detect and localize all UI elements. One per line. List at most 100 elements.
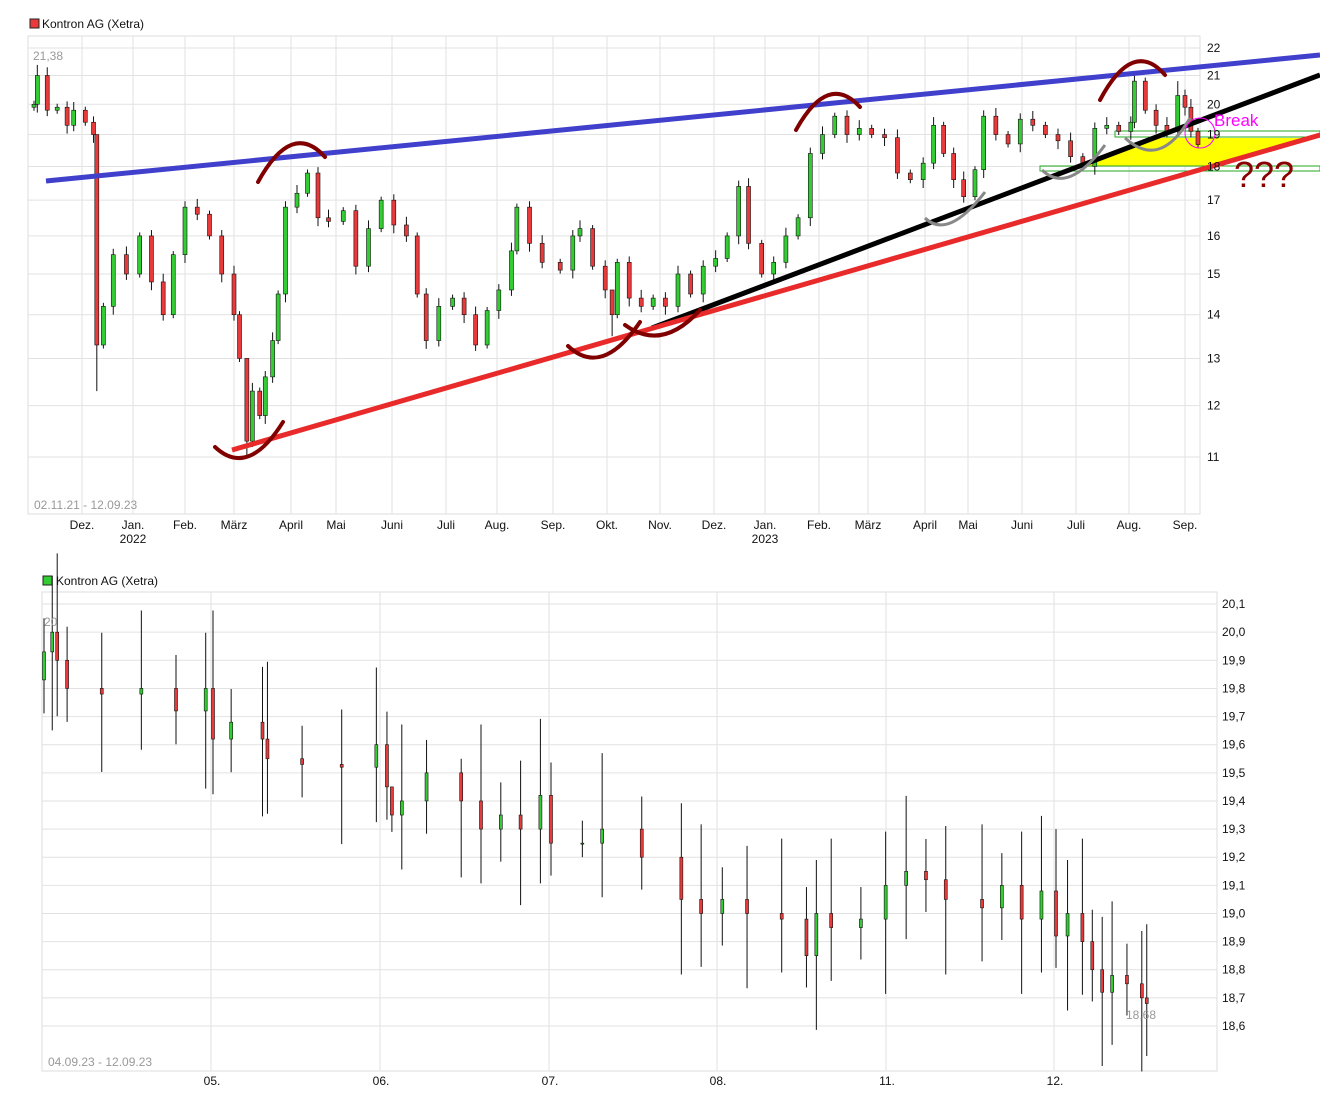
break-circle [1184, 117, 1216, 149]
candle [260, 721, 265, 740]
candle [713, 258, 718, 267]
candle [1116, 124, 1122, 132]
x-tick-label: Okt. [596, 518, 618, 532]
x-tick-label: 06. [373, 1074, 390, 1088]
candle [283, 206, 288, 295]
middle-trendline [651, 72, 1320, 331]
candle [614, 262, 620, 316]
candle [64, 106, 70, 126]
y-tick-label: 14 [1207, 308, 1221, 322]
candle [602, 265, 608, 291]
candle [1000, 885, 1004, 909]
candle [869, 128, 874, 135]
y-tick-label: 18 [1207, 159, 1221, 173]
legend-label: Kontron AG (Xetra) [42, 17, 144, 31]
y-tick-label: 18,8 [1222, 963, 1246, 977]
candle [294, 192, 300, 208]
last-price-label: 18,68 [1126, 1008, 1156, 1022]
candle [1030, 118, 1036, 126]
candle [993, 115, 999, 135]
x-tick-year-label: 2022 [120, 532, 147, 546]
candle [50, 631, 55, 653]
x-tick-label: Sep. [1173, 518, 1198, 532]
axes: 20,1 20,0 19,9 19,8 19,7 19,6 19,5 19,4 19,3 19,2… [204, 597, 1246, 1088]
candle [94, 134, 100, 346]
candle [101, 306, 106, 346]
candle [832, 115, 838, 135]
y-tick-label: 19,8 [1222, 681, 1246, 695]
y-tick-label: 19,9 [1222, 653, 1246, 667]
candle [1043, 124, 1048, 135]
top-arc [794, 91, 862, 132]
date-range-label: 02.11.21 - 12.09.23 [34, 498, 138, 512]
y-tick-label: 17 [1207, 193, 1221, 207]
candle [1132, 80, 1137, 123]
candle [42, 651, 46, 681]
candle [1142, 80, 1148, 111]
candles [42, 553, 1149, 1072]
candle [783, 235, 789, 263]
candle [1092, 128, 1098, 167]
candle [980, 899, 984, 909]
y-tick-label: 22 [1207, 41, 1221, 55]
x-tick-label: Jan. [754, 518, 777, 532]
candle [1039, 890, 1044, 920]
candle [600, 828, 604, 844]
long-term-chart: Kontron AG (Xetra) Break??? 22 21 20 19 18 17… [27, 17, 1320, 546]
candle [736, 186, 741, 237]
candle [883, 885, 888, 920]
candle [1019, 885, 1024, 920]
x-tick-label: April [913, 518, 937, 532]
x-tick-label: März [221, 518, 248, 532]
candle [882, 134, 887, 138]
candle [1100, 969, 1104, 993]
top-arc [256, 141, 327, 184]
candle [137, 235, 143, 275]
x-tick-label: Juli [437, 518, 455, 532]
candle [71, 109, 77, 126]
x-tick-label: 11. [879, 1074, 895, 1088]
candle [527, 206, 532, 244]
candle [538, 795, 543, 830]
candle [807, 153, 813, 219]
candle [262, 376, 268, 416]
candle [450, 297, 455, 307]
high-label: 21,38 [33, 49, 63, 63]
candle [203, 688, 208, 712]
candle [265, 738, 270, 760]
candle [639, 828, 644, 858]
candle [679, 856, 684, 900]
x-tick-label: Feb. [807, 518, 831, 532]
candle [91, 121, 96, 135]
candle [391, 199, 397, 226]
candle [904, 870, 908, 886]
candle [353, 210, 359, 267]
candle [1125, 975, 1129, 985]
candle [1144, 997, 1149, 1004]
y-tick-label: 16 [1207, 229, 1221, 243]
bottom-arc [566, 320, 642, 360]
candle [844, 115, 850, 135]
candle [326, 217, 331, 222]
candle [829, 913, 834, 928]
x-tick-label: 07. [542, 1074, 559, 1088]
candle [366, 228, 371, 267]
candle [473, 314, 478, 346]
y-tick-label: 12 [1207, 399, 1221, 413]
candle [250, 390, 255, 442]
candle [275, 293, 281, 341]
candle [895, 137, 900, 174]
candle [399, 800, 404, 816]
candle [779, 913, 784, 920]
x-tick-label: Feb. [173, 518, 197, 532]
legend-swatch [42, 575, 53, 586]
candle [1065, 913, 1070, 937]
candle [219, 235, 225, 275]
candle [496, 289, 502, 311]
candle [972, 169, 978, 198]
candle [663, 297, 668, 307]
candle [1104, 124, 1110, 129]
candle [82, 109, 88, 123]
